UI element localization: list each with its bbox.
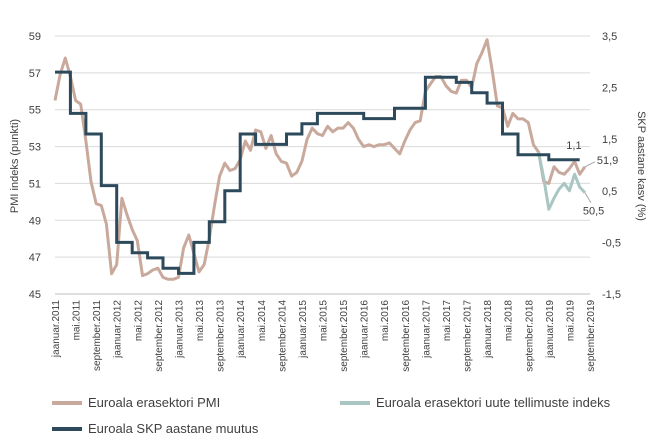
- right-y-tick-label: 2,5: [602, 83, 617, 95]
- left-y-tick-label: 57: [29, 68, 41, 80]
- x-tick-label: september.2015: [339, 300, 350, 372]
- x-tick-label: september.2018: [524, 300, 535, 372]
- x-tick-label: mai.2017: [442, 300, 453, 342]
- left-y-tick-label: 59: [29, 31, 41, 43]
- x-axis: jaanuar.2011 mai.2011 september.2011 jaanua…: [51, 293, 597, 372]
- x-tick-label: september.2012: [154, 300, 165, 372]
- x-tick-label: september.2017: [463, 300, 474, 372]
- left-y-tick-label: 45: [29, 289, 41, 301]
- x-tick-label: jaanuar.2018: [483, 300, 494, 359]
- x-tick-label: september.2019: [586, 300, 597, 372]
- left-y-tick-label: 55: [29, 105, 41, 117]
- left-y-axis-title: PMI indeks (punkti): [9, 119, 21, 213]
- x-tick-label: september.2014: [277, 300, 288, 372]
- x-tick-label: mai.2014: [257, 300, 268, 342]
- x-tick-label: jaanuar.2012: [113, 300, 124, 359]
- x-tick-label: jaanuar.2014: [236, 300, 247, 359]
- end-label-gdp: 1,1: [566, 140, 581, 152]
- legend-label-pmi: Euroala erasektori PMI: [88, 395, 221, 410]
- right-y-tick-label: 3,5: [602, 31, 617, 43]
- legend-item-pmi: Euroala erasektori PMI: [52, 395, 220, 410]
- legend-swatch-gdp: [52, 426, 82, 431]
- x-tick-label: jaanuar.2019: [545, 300, 556, 359]
- left-y-tick-label: 53: [29, 142, 41, 154]
- legend: Euroala erasektori PMI Euroala erasektor…: [14, 393, 644, 441]
- left-y-tick-label: 47: [29, 252, 41, 264]
- x-tick-label: mai.2018: [504, 300, 515, 342]
- x-tick-label: jaanuar.2011: [51, 300, 62, 359]
- end-label-pmi: 51,9: [597, 155, 618, 167]
- label-leader: [584, 192, 592, 203]
- left-y-tick-label: 49: [29, 215, 41, 227]
- x-tick-label: mai.2015: [319, 300, 330, 342]
- label-leader: [584, 161, 596, 168]
- x-tick-label: september.2011: [92, 300, 103, 371]
- x-tick-label: jaanuar.2015: [298, 300, 309, 359]
- right-y-axis-title: SKP aastane kasv (%): [635, 111, 647, 221]
- series-line-pmi: [53, 38, 587, 281]
- left-y-axis: 45 47 49 51 53 55 57 59: [29, 31, 41, 301]
- x-tick-label: mai.2016: [380, 300, 391, 342]
- series-line-new-orders: [537, 151, 586, 211]
- gridlines: [55, 35, 590, 258]
- x-tick-label: jaanuar.2013: [174, 300, 185, 359]
- right-y-tick-label: -1,5: [602, 289, 621, 301]
- x-tick-label: mai.2013: [195, 300, 206, 342]
- x-tick-label: mai.2011: [72, 300, 83, 341]
- right-y-tick-label: 1,5: [602, 134, 617, 146]
- x-tick-label: jaanuar.2017: [421, 300, 432, 359]
- series-line-gdp: [55, 70, 580, 275]
- x-tick-label: mai.2012: [133, 300, 144, 342]
- legend-item-gdp: Euroala SKP aastane muutus: [52, 421, 258, 436]
- legend-item-new-orders: Euroala erasektori uute tellimuste indek…: [340, 395, 610, 410]
- right-y-tick-label: 0,5: [602, 186, 617, 198]
- right-y-tick-label: -0,5: [602, 237, 621, 249]
- x-tick-label: september.2016: [401, 300, 412, 372]
- legend-label-new-orders: Euroala erasektori uute tellimuste indek…: [376, 395, 611, 410]
- x-tick-label: september.2013: [216, 300, 227, 372]
- left-y-tick-label: 51: [29, 178, 41, 190]
- legend-swatch-pmi: [52, 400, 82, 405]
- legend-label-gdp: Euroala SKP aastane muutus: [88, 421, 259, 436]
- x-tick-label: jaanuar.2016: [360, 300, 371, 359]
- data-labels: 51,9 50,5 1,1: [566, 140, 618, 218]
- right-y-axis: -1,5 -0,5 0,5 1,5 2,5 3,5: [602, 31, 621, 301]
- end-label-new-orders: 50,5: [583, 206, 604, 218]
- series-lines: [53, 38, 587, 281]
- x-tick-label: mai.2019: [565, 300, 576, 342]
- legend-swatch-new-orders: [340, 400, 370, 405]
